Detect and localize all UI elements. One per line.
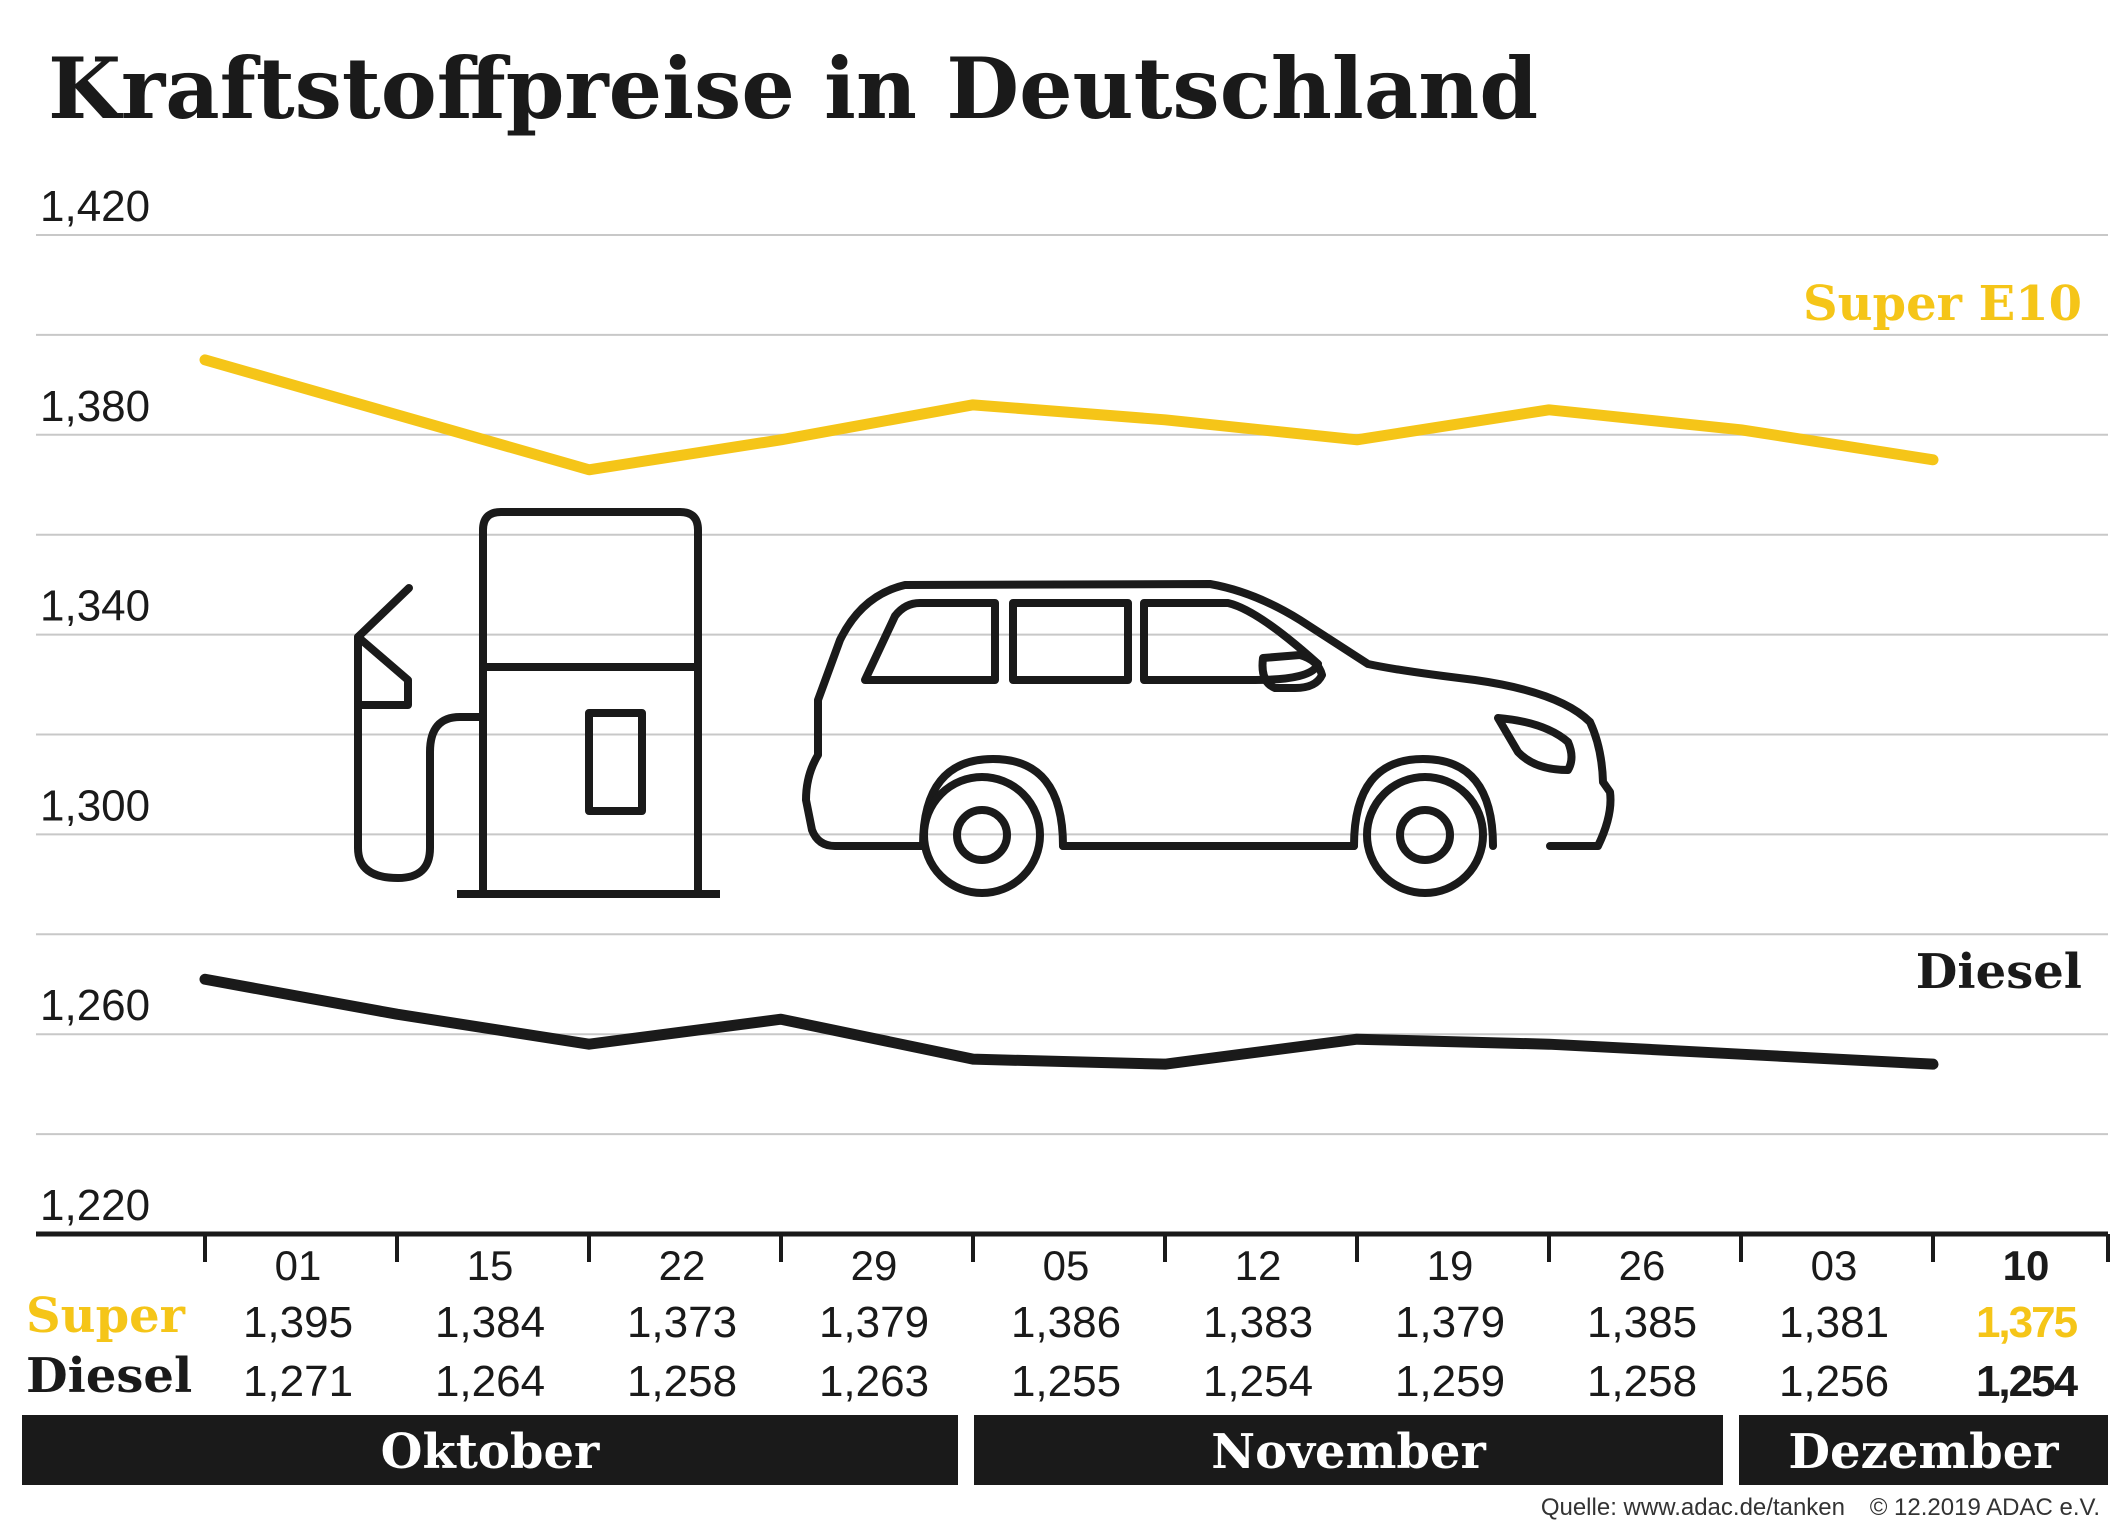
series-line-diesel: [199, 973, 1939, 1070]
month-bar: [974, 1415, 1723, 1485]
x-tick-label: 29: [851, 1242, 898, 1289]
copyright-text: © 12.2019 ADAC e.V.: [1870, 1494, 2100, 1521]
value-super: 1,381: [1779, 1298, 1889, 1347]
value-diesel: 1,264: [435, 1357, 545, 1406]
series-lines: [199, 354, 1939, 1070]
fuel-pump-icon: [354, 508, 720, 898]
value-super: 1,379: [1395, 1298, 1505, 1347]
chart-title: Kraftstoffpreise in Deutschland: [48, 39, 1538, 138]
value-diesel: 1,263: [819, 1357, 929, 1406]
x-tick-label: 26: [1619, 1242, 1666, 1289]
month-label: Oktober: [381, 1424, 600, 1480]
x-axis-ticks: [203, 1234, 2110, 1262]
value-diesel: 1,255: [1011, 1357, 1121, 1406]
x-tick-label: 10: [2003, 1242, 2050, 1289]
super-value-row: 1,395 1,384 1,373 1,379 1,386 1,383 1,379 1,385…: [243, 1298, 2080, 1347]
value-diesel: 1,259: [1395, 1357, 1505, 1406]
y-tick-label: 1,300: [40, 781, 150, 830]
value-diesel: 1,258: [1587, 1357, 1697, 1406]
row-label-diesel: Diesel: [26, 1348, 192, 1404]
x-tick-label: 12: [1235, 1242, 1282, 1289]
x-axis-labels: 01 15 22 29 05 12 19 26 03 10: [275, 1242, 2050, 1289]
month-label: Dezember: [1788, 1424, 2059, 1480]
diesel-value-row: 1,271 1,264 1,258 1,263 1,255 1,254 1,259 1,258…: [243, 1357, 2081, 1406]
value-diesel: 1,254: [1976, 1357, 2079, 1406]
value-super: 1,375: [1976, 1298, 2078, 1347]
y-tick-label: 1,420: [40, 182, 150, 231]
x-tick-label: 03: [1811, 1242, 1858, 1289]
x-tick-label: 05: [1043, 1242, 1090, 1289]
x-tick-label: 22: [659, 1242, 706, 1289]
value-diesel: 1,271: [243, 1357, 353, 1406]
row-label-super: Super: [26, 1288, 186, 1344]
value-super: 1,384: [435, 1298, 545, 1347]
value-diesel: 1,258: [627, 1357, 737, 1406]
source-text: Quelle: www.adac.de/tanken: [1541, 1494, 1845, 1521]
month-bar: [1739, 1415, 2108, 1485]
value-super: 1,385: [1587, 1298, 1697, 1347]
series-label-super: Super E10: [1803, 276, 2082, 332]
y-tick-label: 1,340: [40, 582, 150, 631]
value-super: 1,395: [243, 1298, 353, 1347]
value-super: 1,379: [819, 1298, 929, 1347]
value-super: 1,386: [1011, 1298, 1121, 1347]
y-axis-ticks: 1,420 1,380 1,340 1,300 1,260 1,220: [40, 182, 150, 1230]
series-label-diesel: Diesel: [1916, 944, 2082, 1000]
value-super: 1,373: [627, 1298, 737, 1347]
month-label: November: [1211, 1424, 1486, 1480]
value-diesel: 1,254: [1203, 1357, 1313, 1406]
y-tick-label: 1,380: [40, 382, 150, 431]
x-tick-label: 15: [467, 1242, 514, 1289]
value-super: 1,383: [1203, 1298, 1313, 1347]
month-bar: [22, 1415, 958, 1485]
x-tick-label: 01: [275, 1242, 322, 1289]
x-tick-label: 19: [1427, 1242, 1474, 1289]
series-line-super: [199, 354, 1939, 476]
value-diesel: 1,256: [1779, 1357, 1889, 1406]
gridlines: [36, 234, 2108, 1136]
y-tick-label: 1,260: [40, 981, 150, 1030]
y-tick-label: 1,220: [40, 1181, 150, 1230]
month-bars: Oktober November Dezember: [22, 1415, 2108, 1485]
car-icon: [802, 580, 1615, 897]
